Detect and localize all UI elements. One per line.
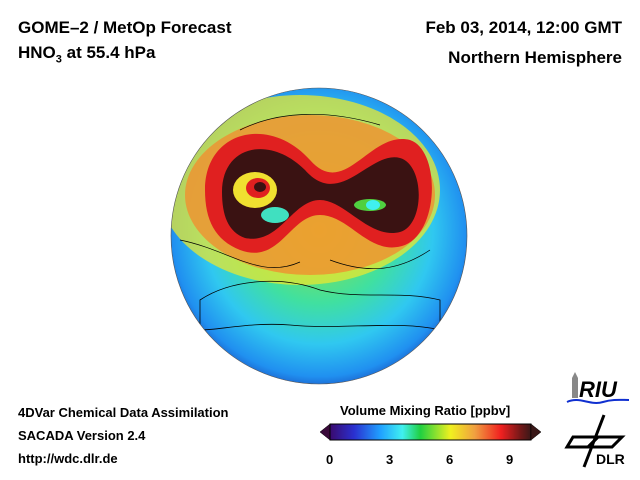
footer-method: 4DVar Chemical Data Assimilation: [18, 405, 229, 420]
dlr-logo: DLR: [564, 414, 626, 468]
colorbar-gradient: [329, 423, 532, 441]
footer-url[interactable]: http://wdc.dlr.de: [18, 451, 118, 466]
colorbar-tick-9: 9: [506, 452, 514, 467]
colorbar-tick-3: 3: [386, 452, 394, 467]
colorbar-tick-0: 0: [326, 452, 334, 467]
colorbar-label: Volume Mixing Ratio [ppbv]: [340, 403, 511, 418]
species-subscript: 3: [55, 53, 62, 66]
riu-logo-text: RIU: [579, 377, 618, 402]
coastlines: [199, 280, 441, 331]
colorbar: [319, 423, 542, 441]
dlr-logo-text: DLR: [596, 451, 625, 467]
title-line-2: HNO3 at 55.4 hPa: [18, 43, 155, 65]
footer-version: SACADA Version 2.4: [18, 428, 146, 443]
region-label: Northern Hemisphere: [448, 48, 622, 67]
title-line-1: GOME–2 / MetOp Forecast: [18, 18, 232, 37]
species-name: HNO: [18, 43, 56, 62]
colorbar-max-arrow: [530, 423, 542, 441]
hemisphere-map: [170, 87, 468, 385]
colorbar-min-arrow: [319, 423, 331, 441]
colorbar-tick-6: 6: [446, 452, 454, 467]
pressure-level: at 55.4 hPa: [61, 43, 156, 62]
riu-logo: RIU: [566, 372, 630, 404]
forecast-date: Feb 03, 2014, 12:00 GMT: [425, 18, 622, 37]
